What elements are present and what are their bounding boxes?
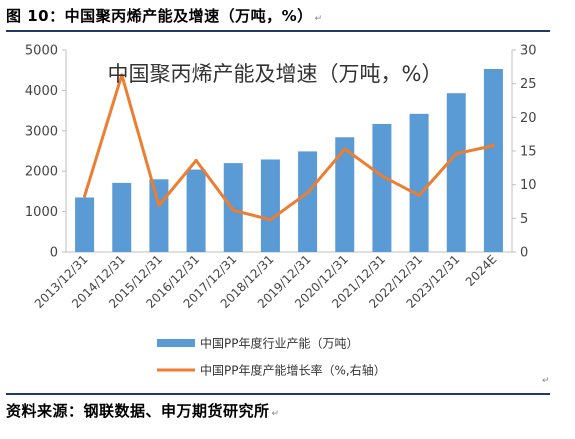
right-tick-label: 10 [520,178,537,193]
growth-rate-point [343,147,347,151]
growth-rate-point [157,204,161,208]
bottom-rule [6,393,550,395]
growth-rate-point [268,218,272,222]
legend-bar-swatch [157,339,195,347]
chart-title: 中国聚丙烯产能及增速（万吨，%） [108,62,443,86]
growth-rate-point [83,194,87,198]
right-tick-label: 30 [520,44,537,59]
bar [446,93,466,252]
growth-rate-point [380,174,384,178]
growth-rate-point [231,208,235,212]
left-tick-label: 3000 [25,124,58,139]
bar [483,68,503,252]
x-tick-label: 2024E [463,252,500,289]
growth-rate-point [491,144,495,148]
growth-rate-point [120,73,124,77]
growth-rate-point [194,158,198,162]
paragraph-mark: ↵ [314,14,323,24]
bar [335,137,355,252]
left-tick-label: 4000 [25,84,58,99]
bar [409,113,429,252]
growth-rate-point [454,152,458,156]
bar [298,151,318,252]
right-tick-label: 25 [520,77,537,92]
left-tick-label: 2000 [25,165,58,180]
bar [112,182,132,252]
left-tick-label: 1000 [25,205,58,220]
right-tick-label: 15 [520,145,537,160]
bar [260,159,280,252]
figure-title: 图 10：中国聚丙烯产能及增速（万吨，%） ↵ [6,5,323,26]
legend-line-label: 中国PP年度产能增长率（%,右轴） [200,363,386,378]
end-mark: ↵ [542,376,550,386]
figure-title-text: 图 10：中国聚丙烯产能及增速（万吨，%） [6,7,313,25]
growth-rate-point [306,191,310,195]
source-paragraph-mark: ↵ [271,409,280,419]
bar [149,179,169,252]
legend-bar-label: 中国PP年度行业产能（万吨） [200,336,358,351]
growth-rate-line [83,73,495,222]
source-text: 资料来源：钢联数据、申万期货研究所 [6,402,270,420]
right-tick-label: 0 [520,246,528,261]
source-note: 资料来源：钢联数据、申万期货研究所 ↵ [6,400,280,421]
bar [223,163,243,252]
right-tick-label: 20 [520,111,537,126]
bar [75,197,95,252]
left-tick-label: 0 [50,246,58,261]
growth-rate-point [417,193,421,197]
left-tick-label: 5000 [25,44,58,59]
top-rule [6,30,550,32]
bar [372,123,392,252]
bar [186,169,206,252]
right-tick-label: 5 [520,212,528,227]
